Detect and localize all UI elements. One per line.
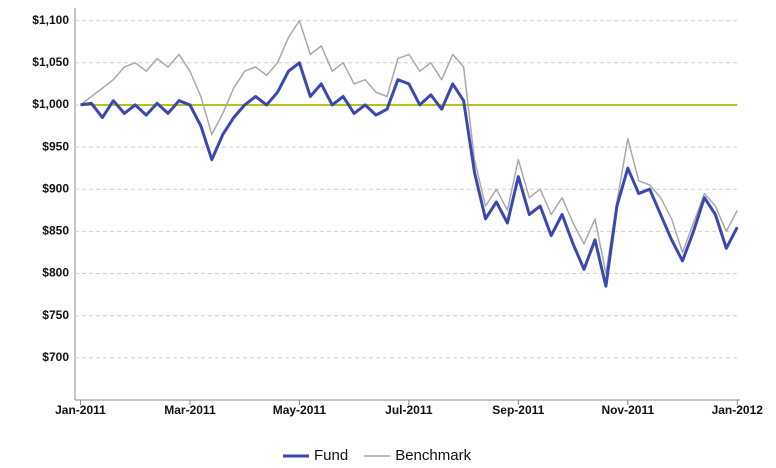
x-tick-label: Nov-2011	[601, 403, 654, 417]
y-tick-label: $1,050	[32, 55, 69, 69]
x-tick-label: Sep-2011	[492, 403, 544, 417]
x-tick-label: Mar-2011	[164, 403, 216, 417]
x-tick-label: Jan-2012	[712, 403, 764, 417]
series-line	[80, 61, 739, 288]
y-tick-label: $800	[42, 266, 69, 280]
y-tick-label: $1,100	[32, 13, 69, 27]
series-line	[80, 19, 738, 275]
y-tick-label: $950	[42, 139, 69, 153]
x-tick-label: Jan-2011	[55, 403, 106, 417]
y-tick-label: $1,000	[32, 97, 69, 111]
y-tick-label: $700	[42, 350, 69, 364]
legend-label: Fund	[314, 447, 348, 464]
x-tick-label: Jul-2011	[385, 403, 433, 417]
y-tick-label: $850	[42, 224, 69, 238]
y-tick-label: $900	[42, 181, 69, 195]
x-tick-label: May-2011	[273, 403, 327, 417]
legend-label: Benchmark	[395, 447, 471, 464]
y-tick-label: $750	[42, 308, 69, 322]
